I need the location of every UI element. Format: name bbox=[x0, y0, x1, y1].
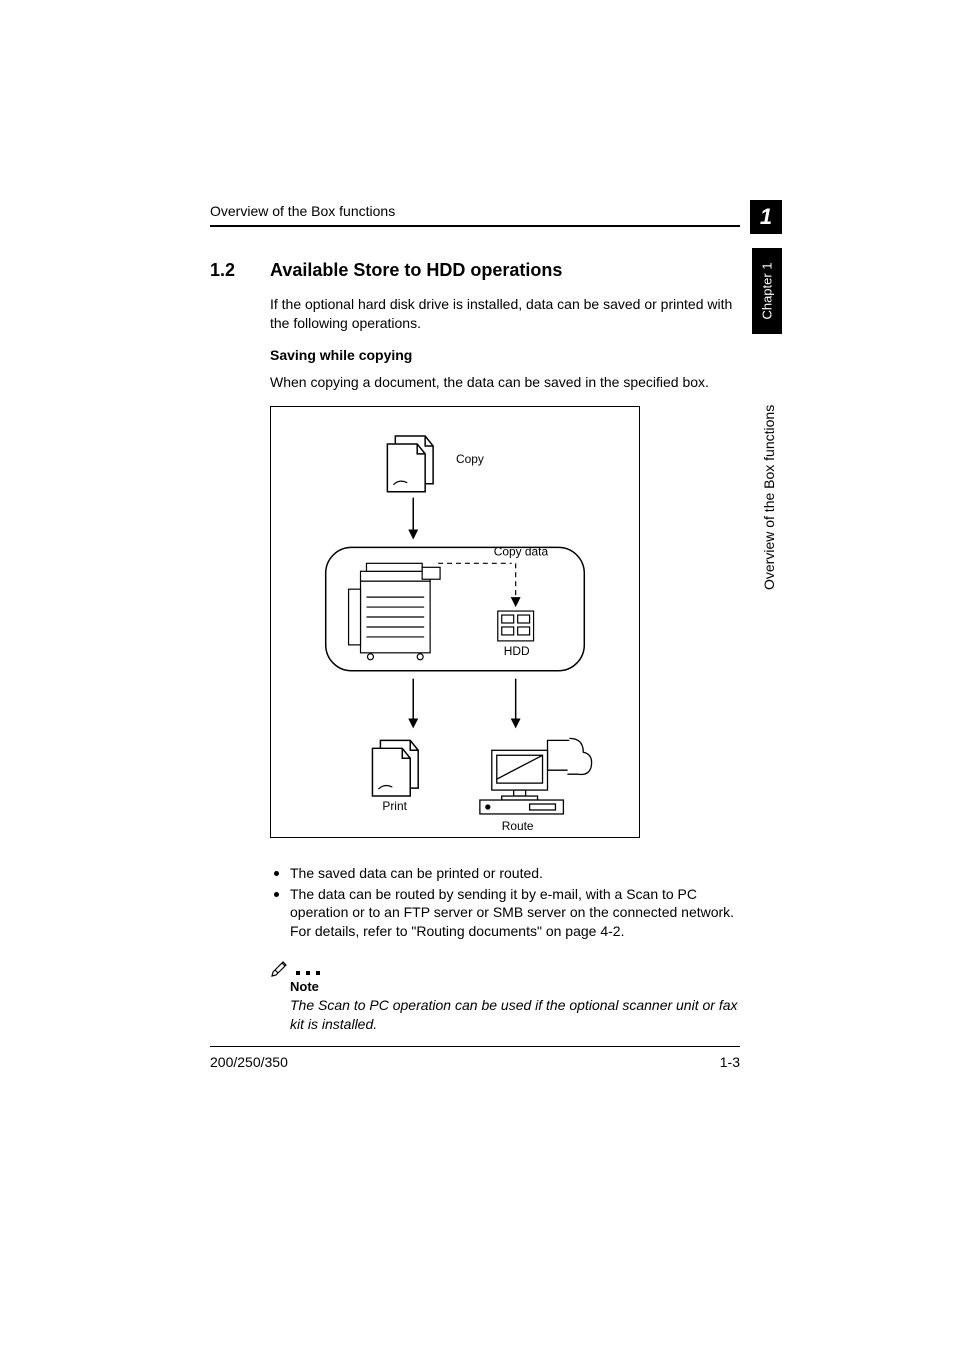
section-heading-row: 1.2 Available Store to HDD operations bbox=[210, 260, 740, 281]
hdd-icon bbox=[498, 611, 534, 641]
pencil-icon bbox=[270, 955, 292, 977]
sub-paragraph: When copying a document, the data can be… bbox=[270, 373, 740, 392]
footer-model: 200/250/350 bbox=[210, 1054, 288, 1070]
chapter-number: 1 bbox=[760, 204, 772, 230]
arrow-down-icon bbox=[408, 678, 418, 728]
chapter-tab: Chapter 1 bbox=[752, 248, 782, 334]
arrow-down-icon bbox=[408, 497, 418, 539]
sidebar-label: Overview of the Box functions bbox=[759, 350, 779, 590]
document-icon bbox=[387, 436, 433, 492]
copier-icon bbox=[349, 563, 441, 659]
chapter-number-box: 1 bbox=[750, 200, 782, 234]
note-block: Note The Scan to PC operation can be use… bbox=[270, 955, 740, 1034]
section-title: Available Store to HDD operations bbox=[270, 260, 562, 281]
sidebar-label-text: Overview of the Box functions bbox=[761, 405, 777, 590]
print-label: Print bbox=[382, 799, 407, 813]
route-label: Route bbox=[502, 819, 534, 833]
note-label: Note bbox=[290, 979, 740, 994]
page-header: Overview of the Box functions bbox=[210, 203, 740, 219]
header-rule bbox=[210, 225, 740, 227]
document-icon bbox=[372, 740, 418, 796]
note-icon-row bbox=[270, 955, 740, 977]
note-text: The Scan to PC operation can be used if … bbox=[290, 996, 740, 1034]
sub-heading: Saving while copying bbox=[270, 347, 740, 363]
flowchart-svg: Copy Copy data bbox=[271, 407, 639, 837]
page: Overview of the Box functions 1 Chapter … bbox=[0, 0, 954, 1350]
copy-label: Copy bbox=[456, 452, 484, 466]
arrow-down-icon bbox=[511, 678, 521, 728]
dots-icon bbox=[294, 967, 324, 977]
list-item: The saved data can be printed or routed. bbox=[270, 864, 740, 883]
computer-icon bbox=[480, 738, 592, 814]
section-number: 1.2 bbox=[210, 260, 254, 281]
content-area: 1.2 Available Store to HDD operations If… bbox=[210, 260, 740, 1034]
list-item: The data can be routed by sending it by … bbox=[270, 885, 740, 942]
bullet-list: The saved data can be printed or routed.… bbox=[270, 864, 740, 942]
diagram: Copy Copy data bbox=[270, 406, 640, 838]
hdd-label: HDD bbox=[504, 643, 530, 657]
copy-data-label: Copy data bbox=[494, 544, 549, 558]
footer-rule bbox=[210, 1046, 740, 1047]
section-body: If the optional hard disk drive is insta… bbox=[270, 295, 740, 1034]
running-head: Overview of the Box functions bbox=[210, 203, 395, 219]
chapter-tab-label: Chapter 1 bbox=[760, 262, 775, 319]
footer-page-number: 1-3 bbox=[720, 1054, 740, 1070]
intro-paragraph: If the optional hard disk drive is insta… bbox=[270, 295, 740, 333]
